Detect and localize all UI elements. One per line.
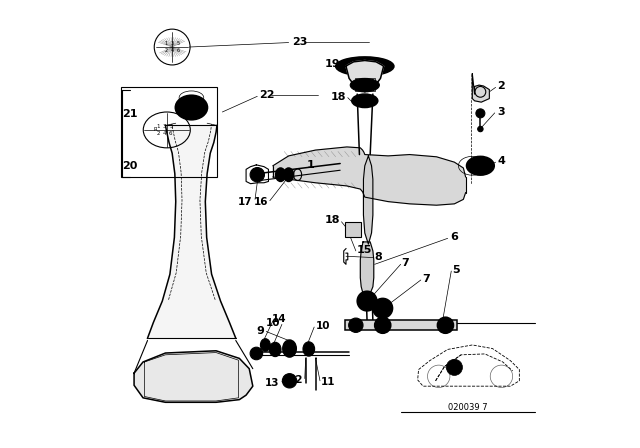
Text: 020039 7: 020039 7 — [448, 403, 488, 412]
Text: 10: 10 — [266, 319, 280, 328]
Text: 12: 12 — [289, 375, 303, 385]
Text: 21: 21 — [122, 109, 138, 119]
Bar — [355, 78, 374, 91]
Text: 13: 13 — [265, 378, 280, 388]
Text: 10: 10 — [316, 321, 330, 331]
Text: 7: 7 — [422, 274, 430, 284]
Polygon shape — [472, 74, 490, 102]
Text: 3: 3 — [171, 41, 173, 46]
Circle shape — [357, 291, 377, 311]
Text: 17: 17 — [238, 197, 253, 207]
Circle shape — [437, 317, 454, 333]
Text: 1: 1 — [307, 160, 315, 170]
Text: 20: 20 — [122, 161, 138, 171]
Circle shape — [374, 317, 391, 333]
Text: 2: 2 — [497, 82, 505, 91]
Text: 5: 5 — [169, 124, 173, 129]
Polygon shape — [360, 242, 374, 293]
Circle shape — [250, 347, 262, 360]
Text: 5: 5 — [452, 265, 460, 275]
Text: 9: 9 — [256, 326, 264, 336]
Text: 6: 6 — [169, 131, 173, 136]
Text: 2: 2 — [164, 47, 168, 53]
Polygon shape — [134, 351, 253, 402]
Text: 3: 3 — [163, 124, 166, 129]
Bar — [345, 222, 361, 237]
Text: 22: 22 — [260, 90, 275, 100]
Text: 4: 4 — [171, 47, 173, 53]
Circle shape — [282, 374, 297, 388]
Text: 23: 23 — [292, 37, 308, 47]
Text: 5: 5 — [177, 41, 180, 46]
Circle shape — [477, 126, 483, 132]
Ellipse shape — [303, 342, 315, 356]
Circle shape — [373, 298, 392, 318]
Bar — [121, 87, 217, 177]
Text: 4: 4 — [497, 156, 506, 166]
Text: 6: 6 — [177, 47, 180, 53]
Polygon shape — [346, 60, 383, 92]
Text: 4: 4 — [163, 131, 166, 136]
Text: 15: 15 — [356, 245, 372, 255]
Text: 18: 18 — [324, 215, 340, 225]
Circle shape — [250, 168, 264, 182]
Text: 14: 14 — [271, 314, 286, 324]
Ellipse shape — [269, 342, 281, 357]
Text: 7: 7 — [401, 258, 410, 268]
Ellipse shape — [260, 339, 270, 351]
Text: R: R — [154, 127, 157, 133]
Text: 3: 3 — [497, 107, 504, 117]
Ellipse shape — [284, 168, 294, 181]
Ellipse shape — [467, 156, 494, 175]
Polygon shape — [148, 125, 236, 338]
Polygon shape — [364, 156, 373, 244]
Text: 11: 11 — [321, 377, 335, 387]
Ellipse shape — [276, 168, 285, 181]
Text: 18: 18 — [330, 92, 346, 102]
Circle shape — [476, 109, 485, 118]
Ellipse shape — [175, 95, 207, 120]
Text: 1: 1 — [164, 41, 168, 46]
Ellipse shape — [336, 57, 394, 76]
Text: 19: 19 — [325, 59, 340, 69]
Text: 2: 2 — [157, 131, 160, 136]
Ellipse shape — [352, 94, 378, 108]
Circle shape — [349, 318, 363, 332]
Text: 6: 6 — [450, 233, 458, 242]
Circle shape — [446, 359, 463, 375]
Bar — [345, 320, 457, 330]
Text: 16: 16 — [253, 198, 268, 207]
Ellipse shape — [283, 340, 296, 357]
Ellipse shape — [350, 78, 380, 92]
Text: 8: 8 — [374, 252, 383, 262]
Ellipse shape — [354, 96, 376, 106]
Text: 1: 1 — [157, 124, 160, 129]
Polygon shape — [273, 147, 466, 205]
